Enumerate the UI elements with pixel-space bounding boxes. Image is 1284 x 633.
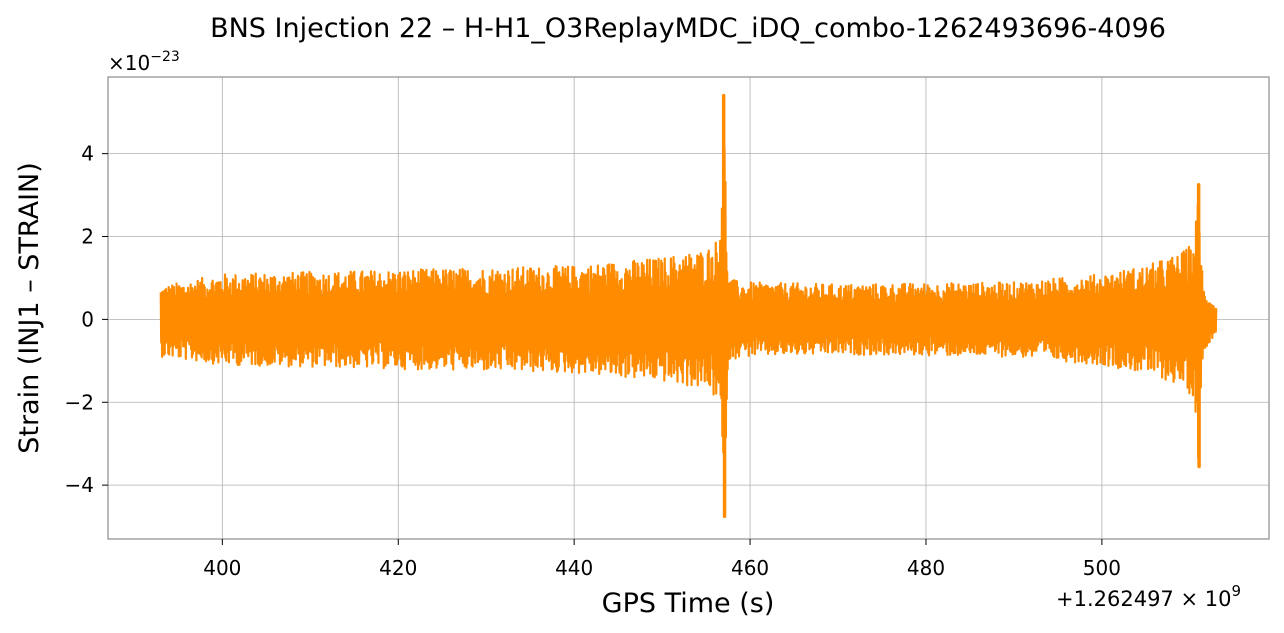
x-ticks: 400 420 440 460 480 500 [203, 539, 1121, 580]
x-tick-label: 420 [379, 556, 417, 580]
y-ticks: −4 −2 0 2 4 [65, 142, 108, 497]
y-axis-label: Strain (INJ1 – STRAIN) [14, 162, 45, 454]
y-tick-label: −4 [65, 473, 94, 497]
x-tick-label: 400 [203, 556, 241, 580]
x-offset-base: +1.262497 × 10 [1056, 587, 1231, 611]
x-tick-label: 460 [731, 556, 769, 580]
y-tick-label: 4 [81, 142, 94, 166]
x-offset-exponent: 9 [1231, 582, 1241, 600]
x-offset: +1.262497 × 109 [1056, 582, 1241, 611]
y-multiplier-exponent: −23 [150, 49, 180, 65]
plot-area [159, 93, 1218, 518]
plot-frame [107, 76, 1270, 540]
chart-title: BNS Injection 22 – H-H1_O3ReplayMDC_iDQ_… [210, 13, 1166, 44]
y-multiplier: ×10−23 [108, 49, 180, 75]
x-tick-label: 480 [907, 556, 945, 580]
x-tick-label: 500 [1083, 556, 1121, 580]
y-tick-label: 2 [81, 225, 94, 249]
x-axis-label: GPS Time (s) [602, 588, 775, 619]
y-tick-label: 0 [81, 307, 94, 331]
y-multiplier-base: ×10 [108, 51, 150, 75]
strain-series-line [159, 139, 1218, 459]
x-tick-label: 440 [555, 556, 593, 580]
y-tick-label: −2 [65, 390, 94, 414]
